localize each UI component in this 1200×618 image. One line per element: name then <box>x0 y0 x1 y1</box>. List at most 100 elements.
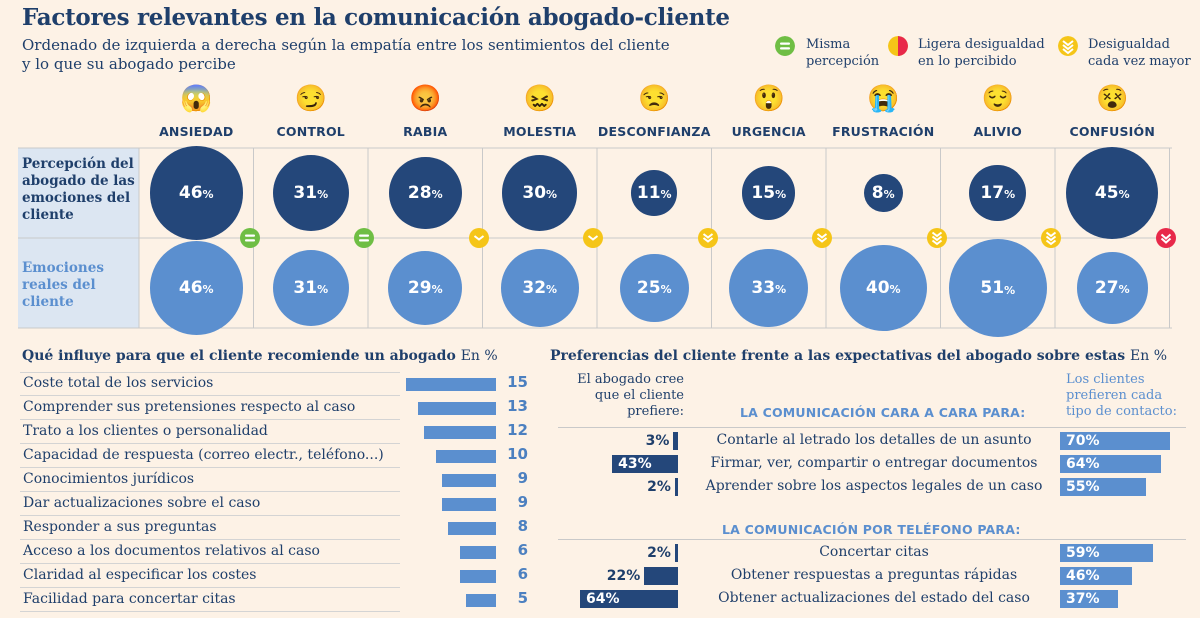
emotion-label: ANSIEDAD <box>159 124 234 139</box>
actual-bubble: 29% <box>388 251 463 325</box>
factor-separator <box>20 395 400 396</box>
factor-value: 12 <box>507 421 528 439</box>
factor-row: Facilidad para concertar citas 5 <box>20 589 530 611</box>
emotion-label: DESCONFIANZA <box>597 124 711 139</box>
factor-label: Conocimientos jurídicos <box>23 471 195 487</box>
lawyer-bar <box>674 544 678 562</box>
actual-bubble: 33% <box>729 248 809 328</box>
factor-row: Capacidad de respuesta (correo electr., … <box>20 445 530 467</box>
preference-group-heading: LA COMUNICACIÓN POR TELÉFONO PARA: <box>722 522 1021 537</box>
emotion-face-icon: 😖 <box>523 84 556 114</box>
preference-task: Aprender sobre los aspectos legales de u… <box>705 478 1043 494</box>
preference-group-heading: LA COMUNICACIÓN CARA A CARA PARA: <box>740 405 1026 420</box>
factor-separator <box>20 419 400 420</box>
lawyer-bar <box>673 432 678 450</box>
factor-value: 13 <box>507 397 528 415</box>
lawyer-value: 2% <box>647 479 671 495</box>
factor-value: 10 <box>507 445 528 463</box>
factor-separator <box>20 491 400 492</box>
factor-value: 8 <box>517 517 528 535</box>
lawyer-bar <box>644 567 678 585</box>
client-value: 59% <box>1066 545 1100 561</box>
row-label-bg <box>18 238 139 328</box>
emotion-label: CONTROL <box>276 124 345 139</box>
factor-separator <box>20 611 400 612</box>
emotion-face-icon: 😭 <box>867 84 900 114</box>
factors-title: Qué influye para que el cliente recomien… <box>22 348 498 364</box>
emotion-face-icon: 😏 <box>294 84 327 114</box>
factor-bar <box>442 498 496 511</box>
client-value: 46% <box>1066 568 1100 584</box>
preference-row: 43% Firmar, ver, compartir o entregar doc… <box>558 453 1188 475</box>
row-label-actual: Emociones reales del cliente <box>22 260 104 310</box>
lawyer-value: 22% <box>606 568 641 584</box>
client-value: 64% <box>1066 456 1100 472</box>
preference-task: Obtener actualizaciones del estado del c… <box>718 590 1030 606</box>
emotion-face-icon: 😱 <box>180 84 213 114</box>
chevrons-down-icon <box>1058 36 1078 56</box>
factor-separator <box>20 563 400 564</box>
factor-value: 6 <box>517 565 528 583</box>
emotion-comparison-chart: Percepción del abogado de las emociones … <box>0 80 1200 340</box>
row-label-perceived: Percepción del abogado de las emociones … <box>22 156 135 223</box>
difference-badge-icon <box>1155 228 1176 248</box>
subtitle: Ordenado de izquierda a derecha según la… <box>22 36 722 74</box>
preference-separator <box>558 427 1186 428</box>
preference-task: Contarle al letrado los detalles de un a… <box>716 432 1032 448</box>
emotion-label: RABIA <box>403 124 448 139</box>
difference-badge-icon <box>468 228 489 248</box>
emotion-face-icon: 😵 <box>1096 84 1129 114</box>
factor-bar <box>424 426 496 439</box>
preference-task: Obtener respuestas a preguntas rápidas <box>730 567 1018 583</box>
legend-increasing: Desigualdad cada vez mayor <box>1088 37 1191 69</box>
client-value: 37% <box>1066 591 1100 607</box>
factor-separator <box>20 467 400 468</box>
perceived-bubble: 8% <box>863 173 903 213</box>
perceived-bubble: 28% <box>388 156 462 230</box>
difference-badge-icon <box>354 228 374 248</box>
factor-bar <box>442 474 496 487</box>
factor-value: 6 <box>517 541 528 559</box>
lawyer-bar <box>580 590 678 608</box>
factor-row: Trato a los clientes o personalidad 12 <box>20 421 530 443</box>
preference-row: 22% Obtener respuestas a preguntas rápida… <box>558 565 1188 587</box>
perceived-bubble: 46% <box>149 146 243 240</box>
perceived-bubble: 45% <box>1066 146 1159 240</box>
row-label-bg <box>18 148 139 238</box>
difference-badge-icon <box>239 228 260 248</box>
preference-task: Firmar, ver, compartir o entregar docume… <box>710 455 1038 471</box>
lawyer-header: El abogado cree que el cliente prefiere: <box>577 372 684 419</box>
emotion-face-icon: 😲 <box>752 84 785 114</box>
perceived-bubble: 30% <box>502 155 578 231</box>
preferences-title: Preferencias del cliente frente a las ex… <box>550 348 1168 364</box>
actual-bubble: 27% <box>1076 252 1148 324</box>
difference-badge-icon <box>926 228 947 248</box>
factor-label: Trato a los clientes o personalidad <box>23 423 268 439</box>
factor-label: Acceso a los documentos relativos al cas… <box>23 543 320 559</box>
difference-badge-icon <box>697 228 718 248</box>
factor-label: Facilidad para concertar citas <box>23 591 236 607</box>
factor-value: 5 <box>517 589 528 607</box>
legend-slight: Ligera desigualdad en lo percibido <box>918 37 1045 69</box>
factor-bar <box>460 570 496 583</box>
factor-value: 9 <box>517 493 528 511</box>
difference-badge-icon <box>583 228 603 248</box>
factor-value: 9 <box>517 469 528 487</box>
client-bar <box>1060 590 1119 608</box>
factor-label: Capacidad de respuesta (correo electr., … <box>23 447 384 463</box>
factor-row: Comprender sus pretensiones respecto al … <box>20 397 530 419</box>
equal-icon <box>775 36 795 56</box>
perceived-bubble: 11% <box>631 170 677 216</box>
factor-separator <box>20 443 400 444</box>
factor-label: Comprender sus pretensiones respecto al … <box>23 399 356 415</box>
emotion-face-icon: 😡 <box>409 84 442 114</box>
factor-separator <box>20 587 400 588</box>
client-value: 70% <box>1066 433 1100 449</box>
lawyer-bar <box>674 478 678 496</box>
factor-row: Dar actualizaciones sobre el caso 9 <box>20 493 530 515</box>
preference-row: 2% Aprender sobre los aspectos legales de… <box>558 476 1188 498</box>
client-bar <box>1060 432 1170 450</box>
factor-label: Claridad al especificar los costes <box>23 567 257 583</box>
emotion-label: FRUSTRACIÓN <box>832 124 935 139</box>
factor-separator <box>20 515 400 516</box>
